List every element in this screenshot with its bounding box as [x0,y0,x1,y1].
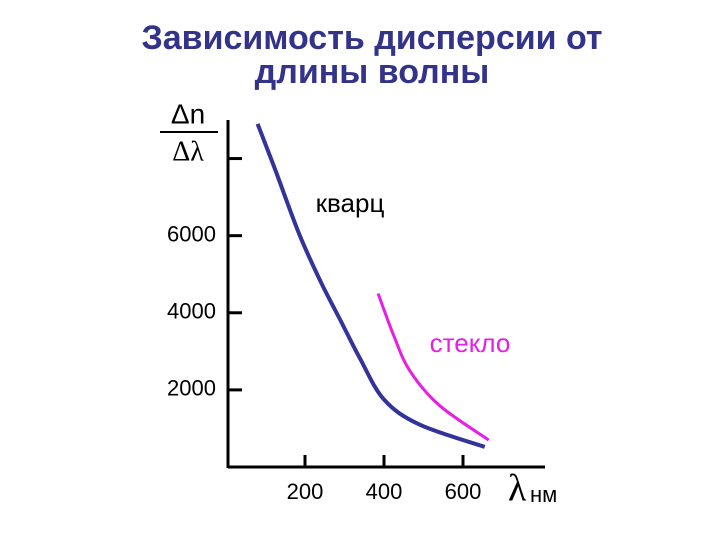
line-0 [255,123,486,449]
series-label: стекло [430,328,511,358]
y-axis-label: Δn [171,98,205,129]
y-tick-label: 4000 [167,299,216,324]
line-1 [376,292,490,442]
y-tick-label: 6000 [167,221,216,246]
x-tick-label: 600 [445,479,482,504]
x-axis-label: λ [508,468,527,510]
x-tick-label: 200 [287,479,324,504]
x-tick-label: 400 [366,479,403,504]
chart-title: длины волны [255,53,490,91]
y-axis-label: Δλ [172,136,204,167]
y-tick-label: 2000 [167,376,216,401]
x-axis-unit: нм [530,482,557,507]
series-label: кварц [316,188,385,218]
chart-title: Зависимость дисперсии от [141,19,602,57]
